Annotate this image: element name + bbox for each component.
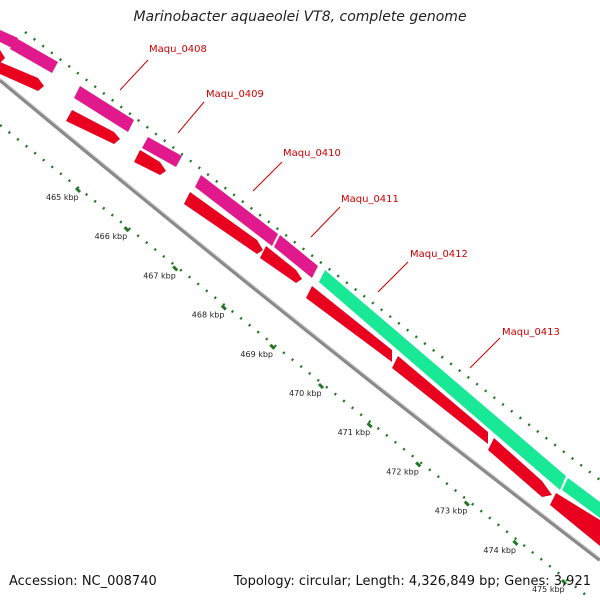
kbp-tick-label: 472 kbp	[386, 467, 419, 476]
cds-feature	[392, 356, 488, 444]
kbp-tick-mark	[463, 500, 470, 507]
kbp-tick-label: 467 kbp	[143, 271, 176, 280]
kbp-tick-mark	[317, 382, 325, 390]
cds-feature	[134, 150, 166, 175]
gene-feature	[274, 235, 318, 278]
gene-label: Maqu_0408	[149, 44, 207, 55]
kbp-tick-label: 471 kbp	[338, 428, 371, 437]
kbp-scale: 465 kbp 466 kbp 467 kbp 468 kbp 469 kbp 470 k…	[0, 124, 593, 600]
gene-feature	[562, 478, 600, 518]
kbp-tick-label: 469 kbp	[240, 350, 273, 359]
gene-label: Maqu_0412	[410, 249, 468, 260]
kbp-tick-label: 465 kbp	[46, 193, 79, 202]
outer-ticks	[24, 31, 600, 481]
kbp-tick-label: 468 kbp	[192, 311, 225, 320]
gene-feature	[195, 175, 278, 246]
kbp-tick-mark	[415, 461, 422, 468]
cds-feature	[550, 493, 600, 546]
kbp-tick-label: 475 kbp	[532, 585, 565, 594]
map-title: Marinobacter aquaeolei VT8, complete gen…	[133, 9, 467, 25]
kbp-tick-label: 466 kbp	[95, 232, 128, 241]
backbone-line	[0, 78, 600, 562]
kbp-tick-mark	[74, 186, 82, 194]
kbp-tick-mark	[123, 226, 130, 233]
label-leader	[252, 161, 283, 192]
gene-label: Maqu_0413	[502, 327, 560, 338]
gene-label: Maqu_0411	[341, 194, 399, 205]
genome-summary-text: Topology: circular; Length: 4,326,849 bp…	[233, 574, 591, 589]
kbp-tick-mark	[269, 343, 276, 350]
label-leader	[469, 337, 501, 369]
backbone-highlight	[0, 77, 600, 559]
cds-track	[0, 50, 600, 546]
cds-feature	[0, 62, 44, 91]
cds-feature	[0, 50, 5, 63]
gene-track	[0, 30, 600, 518]
cds-feature	[260, 246, 302, 283]
label-leader	[177, 101, 205, 134]
label-leader	[310, 206, 341, 238]
label-leader	[119, 59, 149, 91]
accession-text: Accession: NC_008740	[9, 574, 157, 589]
gene-labels: Maqu_0408 Maqu_0409 Maqu_0410 Maqu_0411 …	[119, 44, 560, 369]
gene-feature	[10, 38, 58, 73]
cds-feature	[66, 110, 120, 144]
kbp-tick-mark	[560, 578, 568, 586]
cds-feature	[306, 286, 392, 362]
kbp-tick-mark	[512, 539, 519, 546]
gene-feature	[319, 270, 566, 490]
kbp-tick-mark	[172, 265, 179, 272]
kbp-tick-label: 474 kbp	[483, 546, 516, 555]
kbp-tick-label: 473 kbp	[435, 507, 468, 516]
gene-label: Maqu_0410	[283, 148, 341, 159]
gene-label: Maqu_0409	[206, 89, 264, 100]
label-leader	[377, 261, 409, 293]
kbp-scale-dots	[0, 124, 593, 600]
kbp-tick-mark	[366, 422, 373, 429]
gene-feature	[74, 86, 134, 132]
gene-feature	[142, 137, 182, 167]
genome-backbone	[0, 77, 600, 562]
cds-feature	[488, 438, 552, 497]
cds-feature	[184, 192, 263, 254]
kbp-tick-mark	[220, 304, 227, 311]
kbp-tick-label: 470 kbp	[289, 389, 322, 398]
